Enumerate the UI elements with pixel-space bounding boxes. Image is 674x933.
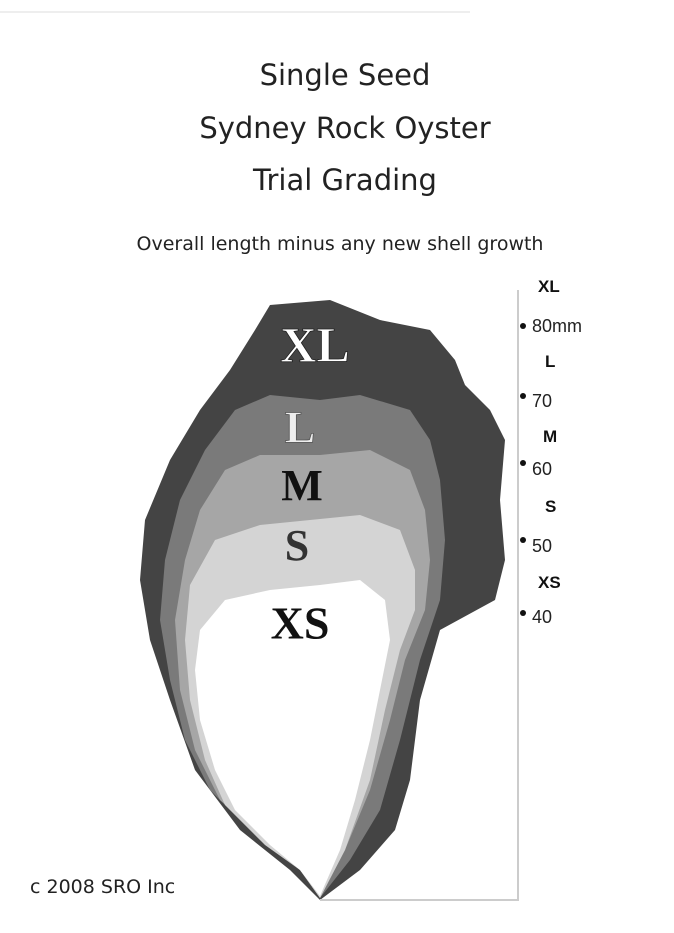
title-line: Single Seed bbox=[260, 58, 431, 92]
scale-mark: 40 bbox=[532, 607, 552, 627]
subtitle: Overall length minus any new shell growt… bbox=[137, 233, 544, 255]
zone-label: XL bbox=[280, 316, 349, 372]
scale-mark: 80mm bbox=[532, 316, 582, 336]
scale-dot bbox=[520, 537, 526, 543]
zone-label: L bbox=[285, 402, 316, 453]
scale-dot bbox=[520, 323, 526, 329]
scale-mark: 60 bbox=[532, 459, 552, 479]
scale-grade: XL bbox=[538, 277, 560, 296]
scale-mark: 50 bbox=[532, 536, 552, 556]
scale-dot bbox=[520, 393, 526, 399]
zone-label: XS bbox=[271, 598, 330, 649]
scale-dot bbox=[520, 460, 526, 466]
footer: c 2008 SRO Inc bbox=[30, 876, 175, 898]
scale-grade: S bbox=[545, 497, 556, 516]
title-line: Trial Grading bbox=[252, 163, 437, 197]
oyster-grading-diagram: Single Seed Sydney Rock Oyster Trial Gra… bbox=[0, 0, 674, 933]
scale-grade: XS bbox=[538, 573, 561, 592]
scale-dot bbox=[520, 610, 526, 616]
scale-mark: 70 bbox=[532, 391, 552, 411]
zone-label: M bbox=[281, 461, 323, 510]
scale-grade: M bbox=[543, 427, 557, 446]
scale-grade: L bbox=[545, 352, 555, 371]
zone-label: S bbox=[285, 521, 309, 570]
title-line: Sydney Rock Oyster bbox=[199, 111, 490, 145]
